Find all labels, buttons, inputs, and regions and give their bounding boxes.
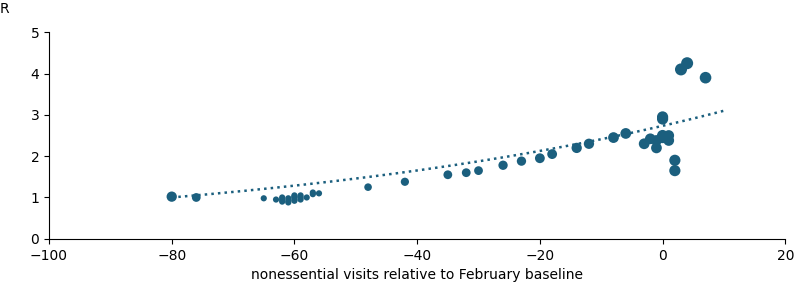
Point — [650, 146, 663, 150]
Point — [294, 193, 307, 198]
Point — [570, 146, 583, 150]
Point — [472, 168, 485, 173]
Point — [650, 138, 663, 143]
Point — [497, 163, 509, 168]
Point — [276, 195, 288, 200]
Point — [441, 173, 454, 177]
Point — [545, 152, 558, 156]
Point — [294, 197, 307, 202]
X-axis label: nonessential visits relative to February baseline: nonessential visits relative to February… — [252, 268, 583, 282]
Point — [270, 197, 283, 202]
Point — [307, 192, 320, 197]
Point — [656, 135, 669, 140]
Point — [300, 195, 313, 200]
Point — [669, 168, 682, 173]
Point — [662, 133, 675, 138]
Point — [282, 199, 295, 203]
Point — [312, 191, 325, 196]
Point — [681, 61, 694, 66]
Point — [276, 197, 288, 202]
Point — [644, 136, 657, 141]
Point — [533, 156, 546, 161]
Point — [288, 195, 301, 200]
Point — [282, 200, 295, 205]
Point — [190, 195, 203, 200]
Point — [674, 67, 687, 72]
Point — [165, 194, 178, 199]
Point — [257, 196, 270, 201]
Point — [276, 199, 288, 204]
Point — [288, 197, 301, 202]
Point — [656, 133, 669, 138]
Point — [307, 190, 320, 195]
Point — [398, 179, 411, 184]
Point — [515, 159, 528, 164]
Point — [669, 158, 682, 163]
Point — [582, 141, 595, 146]
Point — [288, 193, 301, 198]
Point — [699, 75, 712, 80]
Point — [460, 171, 473, 175]
Point — [656, 117, 669, 121]
Point — [638, 141, 650, 146]
Point — [656, 115, 669, 119]
Point — [288, 199, 301, 203]
Point — [619, 131, 632, 136]
Point — [607, 135, 620, 140]
Point — [282, 196, 295, 201]
Point — [288, 194, 301, 199]
Y-axis label: R: R — [0, 2, 10, 16]
Point — [662, 138, 675, 143]
Point — [294, 195, 307, 200]
Point — [362, 185, 375, 190]
